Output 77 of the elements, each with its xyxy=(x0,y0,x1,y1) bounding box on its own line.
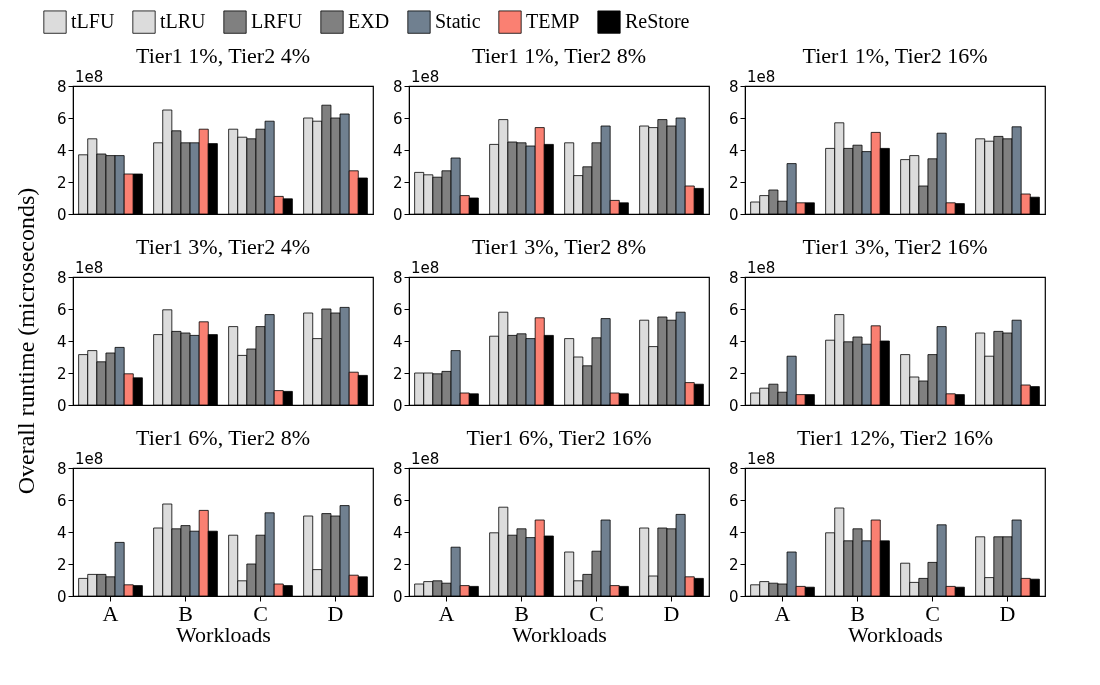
y-tick-label: 2 xyxy=(392,555,403,574)
y-tick-label: 0 xyxy=(728,396,739,415)
y-tick-label: 6 xyxy=(728,491,739,510)
y-tick-label: 0 xyxy=(56,587,67,606)
x-tick-label: A xyxy=(102,600,119,626)
text: 1e8 xyxy=(747,68,776,86)
text: 1e8 xyxy=(411,450,440,468)
y-tick-label: 2 xyxy=(56,555,67,574)
x-tick-label: D xyxy=(663,600,680,626)
y-tick-label: 2 xyxy=(56,173,67,192)
y-tick-label: 4 xyxy=(392,332,403,351)
x-tick-label: A xyxy=(438,600,455,626)
text: 1e8 xyxy=(75,450,104,468)
chart-title: Tier1 1%, Tier2 4% xyxy=(136,43,310,68)
x-tick-label: D xyxy=(999,600,1016,626)
chart-title: Tier1 1%, Tier2 8% xyxy=(472,43,646,68)
y-tick-label: 2 xyxy=(728,555,739,574)
y-tick-label: 6 xyxy=(392,300,403,319)
chart-title: Tier1 3%, Tier2 8% xyxy=(472,234,646,259)
y-tick-label: 0 xyxy=(56,205,67,224)
y-tick-label: 8 xyxy=(392,77,403,96)
text: 1e8 xyxy=(411,68,440,86)
y-tick-label: 6 xyxy=(56,300,67,319)
y-tick-label: 8 xyxy=(392,268,403,287)
y-tick-label: 4 xyxy=(728,523,739,542)
y-tick-label: 2 xyxy=(728,173,739,192)
text: 1e8 xyxy=(75,259,104,277)
chart-title: Tier1 6%, Tier2 8% xyxy=(136,425,310,450)
y-tick-label: 2 xyxy=(728,364,739,383)
y-tick-label: 8 xyxy=(56,268,67,287)
y-tick-label: 0 xyxy=(392,396,403,415)
y-tick-label: 6 xyxy=(56,109,67,128)
y-tick-label: 0 xyxy=(728,587,739,606)
y-tick-label: 8 xyxy=(392,459,403,478)
y-tick-label: 8 xyxy=(728,268,739,287)
x-tick-label: D xyxy=(327,600,344,626)
y-tick-label: 4 xyxy=(392,141,403,160)
y-tick-label: 4 xyxy=(728,332,739,351)
text: 1e8 xyxy=(747,450,776,468)
x-tick-label: A xyxy=(774,600,791,626)
y-tick-label: 6 xyxy=(728,300,739,319)
y-tick-label: 2 xyxy=(392,364,403,383)
y-axis-title: Overall runtime (microseconds) xyxy=(13,187,39,495)
legend-label: tLRU xyxy=(160,10,207,33)
y-tick-label: 6 xyxy=(392,109,403,128)
y-tick-label: 0 xyxy=(728,205,739,224)
y-tick-label: 4 xyxy=(392,523,403,542)
text: 1e8 xyxy=(75,68,104,86)
y-tick-label: 8 xyxy=(56,77,67,96)
y-tick-label: 4 xyxy=(56,523,67,542)
y-tick-label: 6 xyxy=(392,491,403,510)
y-tick-label: 2 xyxy=(56,364,67,383)
chart-title: Tier1 3%, Tier2 16% xyxy=(802,234,988,259)
text: 1e8 xyxy=(411,259,440,277)
legend-label: ReStore xyxy=(625,10,690,33)
chart-title: Tier1 12%, Tier2 16% xyxy=(797,425,993,450)
y-tick-label: 4 xyxy=(728,141,739,160)
y-tick-label: 0 xyxy=(56,396,67,415)
legend-label: TEMP xyxy=(526,10,580,33)
y-tick-label: 2 xyxy=(392,173,403,192)
chart-title: Tier1 1%, Tier2 16% xyxy=(802,43,988,68)
legend-label: Static xyxy=(435,10,481,33)
y-tick-label: 0 xyxy=(392,205,403,224)
text: 1e8 xyxy=(747,259,776,277)
chart-title: Tier1 3%, Tier2 4% xyxy=(136,234,310,259)
y-tick-label: 0 xyxy=(392,587,403,606)
y-tick-label: 6 xyxy=(728,109,739,128)
y-tick-label: 4 xyxy=(56,141,67,160)
y-tick-label: 8 xyxy=(728,77,739,96)
y-tick-label: 6 xyxy=(56,491,67,510)
legend-label: EXD xyxy=(348,10,390,33)
chart-title: Tier1 6%, Tier2 16% xyxy=(466,425,652,450)
legend-label: LRFU xyxy=(251,10,303,33)
y-tick-label: 8 xyxy=(728,459,739,478)
y-tick-label: 4 xyxy=(56,332,67,351)
y-tick-label: 8 xyxy=(56,459,67,478)
legend-label: tLFU xyxy=(71,10,115,33)
